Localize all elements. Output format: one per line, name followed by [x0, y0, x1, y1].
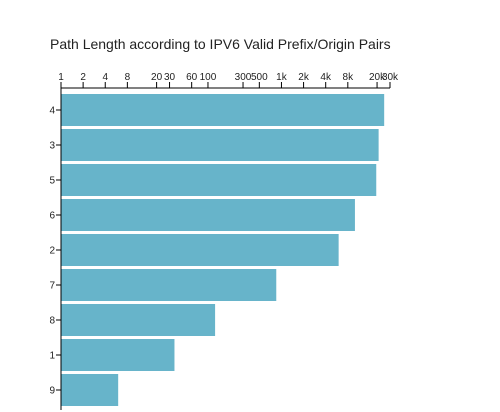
y-tick-label: 3 — [49, 141, 55, 152]
x-tick-label: 8k — [343, 72, 355, 83]
x-tick-label: 20k — [369, 72, 386, 83]
x-tick-label: 2 — [80, 72, 86, 83]
x-tick-label: 2k — [298, 72, 310, 83]
bar-9 — [61, 374, 119, 406]
x-tick-label: 30k — [382, 72, 399, 83]
x-tick-label: 20 — [151, 72, 163, 83]
x-tick-label: 100 — [200, 72, 217, 83]
x-tick-label: 1 — [58, 72, 64, 83]
bar-4 — [61, 94, 385, 126]
bar-7 — [61, 269, 277, 301]
x-tick-label: 8 — [125, 72, 131, 83]
x-tick-label: 4 — [102, 72, 108, 83]
bar-3 — [61, 129, 379, 161]
x-tick-label: 60 — [186, 72, 198, 83]
y-tick-label: 6 — [49, 211, 55, 222]
bar-5 — [61, 164, 377, 196]
y-tick-label: 4 — [49, 106, 55, 117]
bar-8 — [61, 304, 216, 336]
bar-6 — [61, 199, 355, 231]
bar-1 — [61, 339, 175, 371]
chart-title: Path Length according to IPV6 Valid Pref… — [50, 36, 391, 52]
x-tick-label: 300 — [235, 72, 252, 83]
y-tick-label: 1 — [49, 351, 55, 362]
x-tick-label: 4k — [320, 72, 332, 83]
x-tick-label: 500 — [251, 72, 268, 83]
y-tick-label: 7 — [49, 281, 55, 292]
bar-2 — [61, 234, 339, 266]
x-tick-label: 30 — [164, 72, 176, 83]
x-tick-label: 1k — [276, 72, 288, 83]
y-tick-label: 2 — [49, 246, 55, 257]
y-tick-label: 5 — [49, 176, 55, 187]
y-tick-label: 8 — [49, 316, 55, 327]
y-tick-label: 9 — [49, 386, 55, 397]
